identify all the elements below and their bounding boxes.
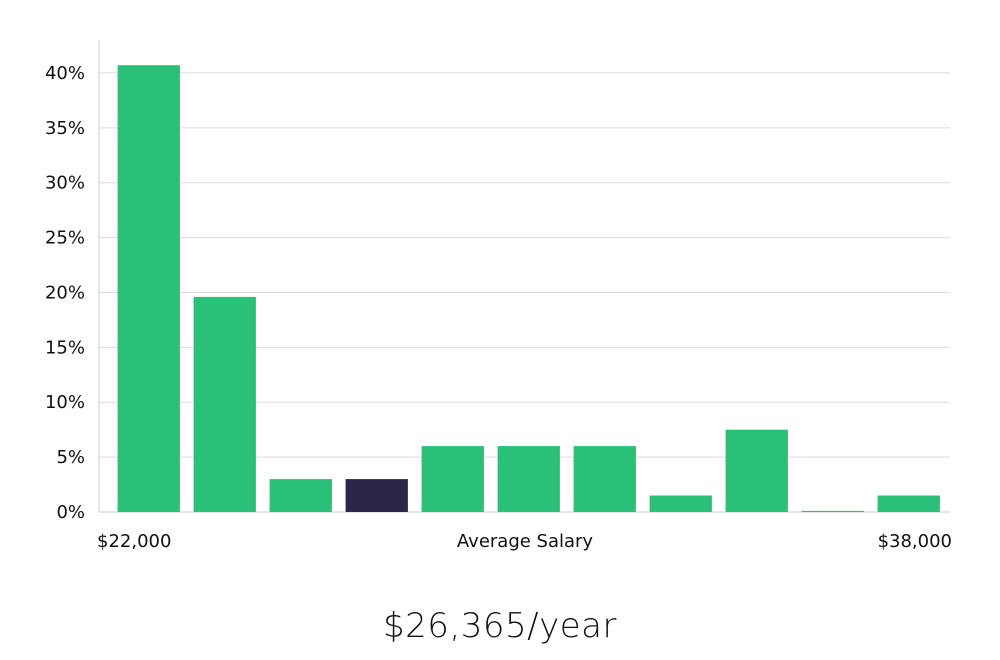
y-tick-label: 40%: [45, 63, 85, 84]
y-tick-label: 30%: [45, 173, 85, 194]
bar: [117, 65, 180, 512]
bar: [193, 296, 256, 512]
y-axis-ticks: 0% 5% 10% 15% 20% 25% 30% 35% 40%: [45, 63, 85, 523]
y-tick-label: 0%: [56, 502, 85, 523]
bar: [573, 446, 636, 512]
bar: [801, 510, 864, 512]
bar: [725, 429, 788, 512]
bars: [117, 65, 940, 512]
y-tick-label: 5%: [56, 447, 85, 468]
bar: [497, 446, 560, 512]
salary-histogram: 0% 5% 10% 15% 20% 25% 30% 35% 40% $22,000 Averag…: [45, 40, 952, 552]
average-salary-headline: $26,365/year: [383, 606, 617, 646]
x-axis-max-label: $38,000: [878, 531, 952, 552]
bar: [421, 446, 484, 512]
y-tick-label: 10%: [45, 392, 85, 413]
bar: [269, 479, 332, 512]
y-tick-label: 35%: [45, 118, 85, 139]
bar: [877, 495, 940, 512]
bar-highlighted: [345, 479, 408, 512]
x-axis-title: Average Salary: [457, 531, 594, 552]
y-tick-label: 20%: [45, 282, 85, 303]
bar: [649, 495, 712, 512]
y-tick-label: 15%: [45, 337, 85, 358]
x-axis-min-label: $22,000: [97, 531, 171, 552]
y-tick-label: 25%: [45, 228, 85, 249]
